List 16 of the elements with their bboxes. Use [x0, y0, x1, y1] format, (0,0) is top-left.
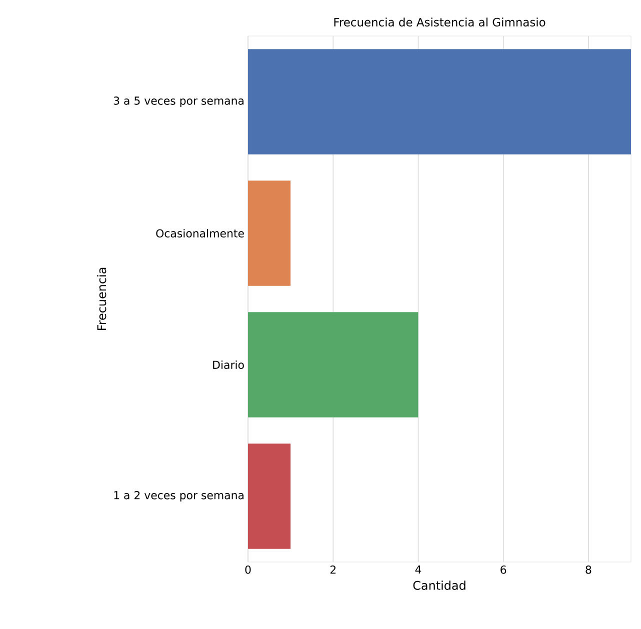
bar: [248, 312, 418, 418]
x-tick-label: 4: [415, 566, 422, 574]
y-axis-title: Frecuencia: [96, 268, 106, 330]
y-tick-label: Diario: [213, 360, 244, 369]
bar: [248, 49, 631, 154]
bar: [248, 444, 291, 549]
x-tick-label: 0: [245, 566, 251, 574]
y-tick-label: 1 a 2 veces por semana: [114, 491, 244, 502]
x-axis-title: Cantidad: [413, 580, 466, 590]
chart-title: Frecuencia de Asistencia al Gimnasio: [334, 18, 546, 26]
y-tick-label: 3 a 5 veces por semana: [114, 96, 244, 107]
y-tick-label: Ocasionalmente: [156, 228, 244, 238]
bar: [248, 180, 291, 286]
x-tick-label: 2: [330, 566, 336, 574]
x-tick-label: 6: [500, 566, 506, 574]
x-tick-label: 8: [586, 566, 592, 574]
